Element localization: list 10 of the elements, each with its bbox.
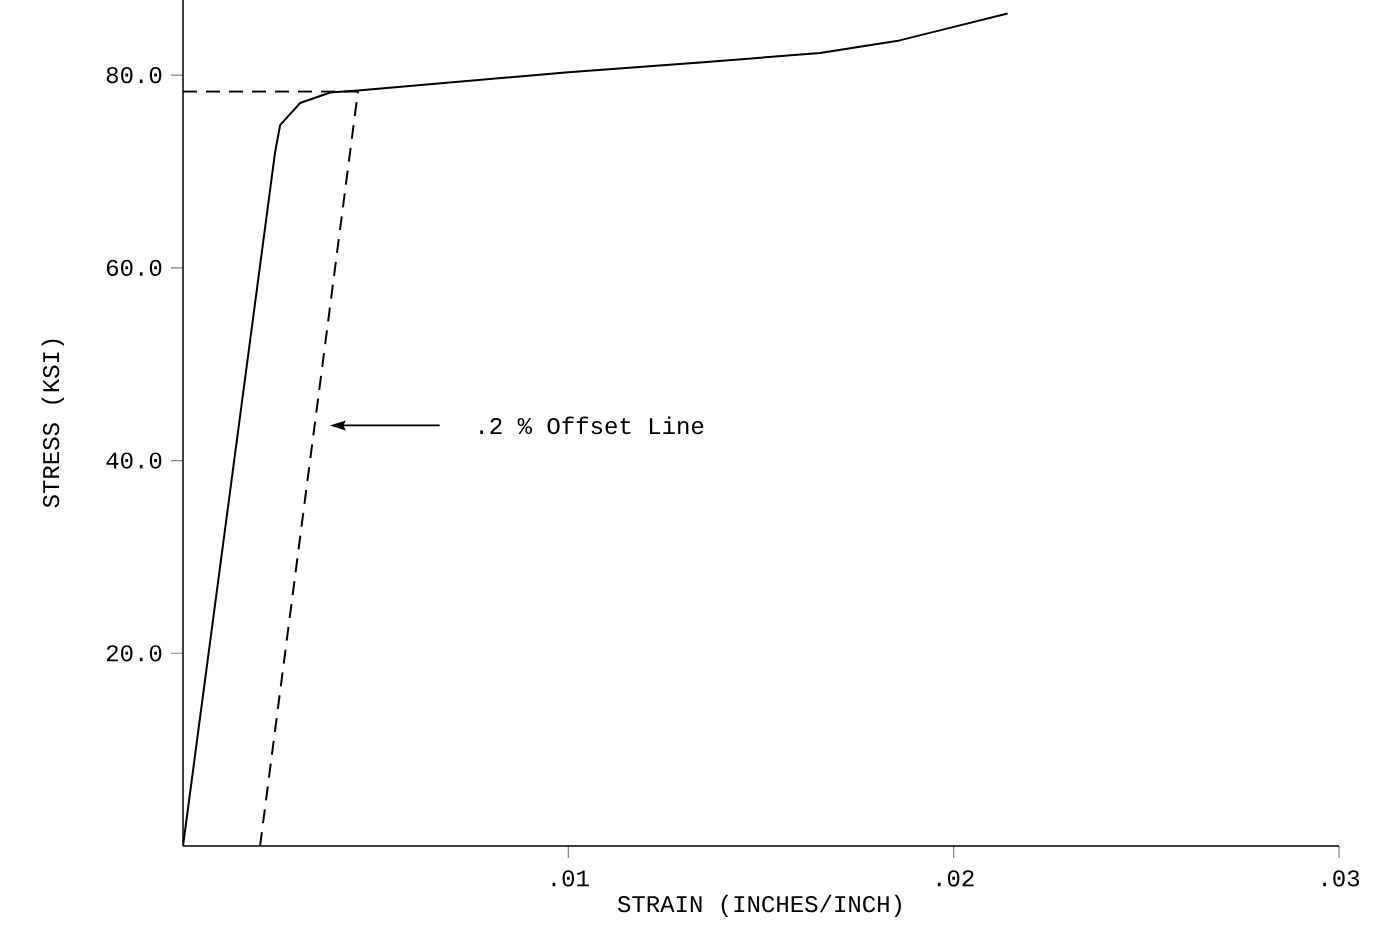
x-tick-label: .01 [552, 870, 589, 887]
y-tick-label: 60.0 [106, 259, 162, 276]
x-tick-label: .03 [1323, 870, 1360, 887]
x-axis-title: STRAIN (INCHES/INCH) [617, 894, 901, 918]
annotation: .2 % Offset Line [480, 416, 704, 435]
y-tick-label: 20.0 [106, 645, 162, 662]
x-tick-label: .02 [937, 870, 974, 887]
y-tick-label: 80.0 [106, 66, 162, 84]
y-tick-label: 40.0 [106, 452, 162, 469]
y-axis-title: STRESS (KSI) [41, 339, 65, 508]
